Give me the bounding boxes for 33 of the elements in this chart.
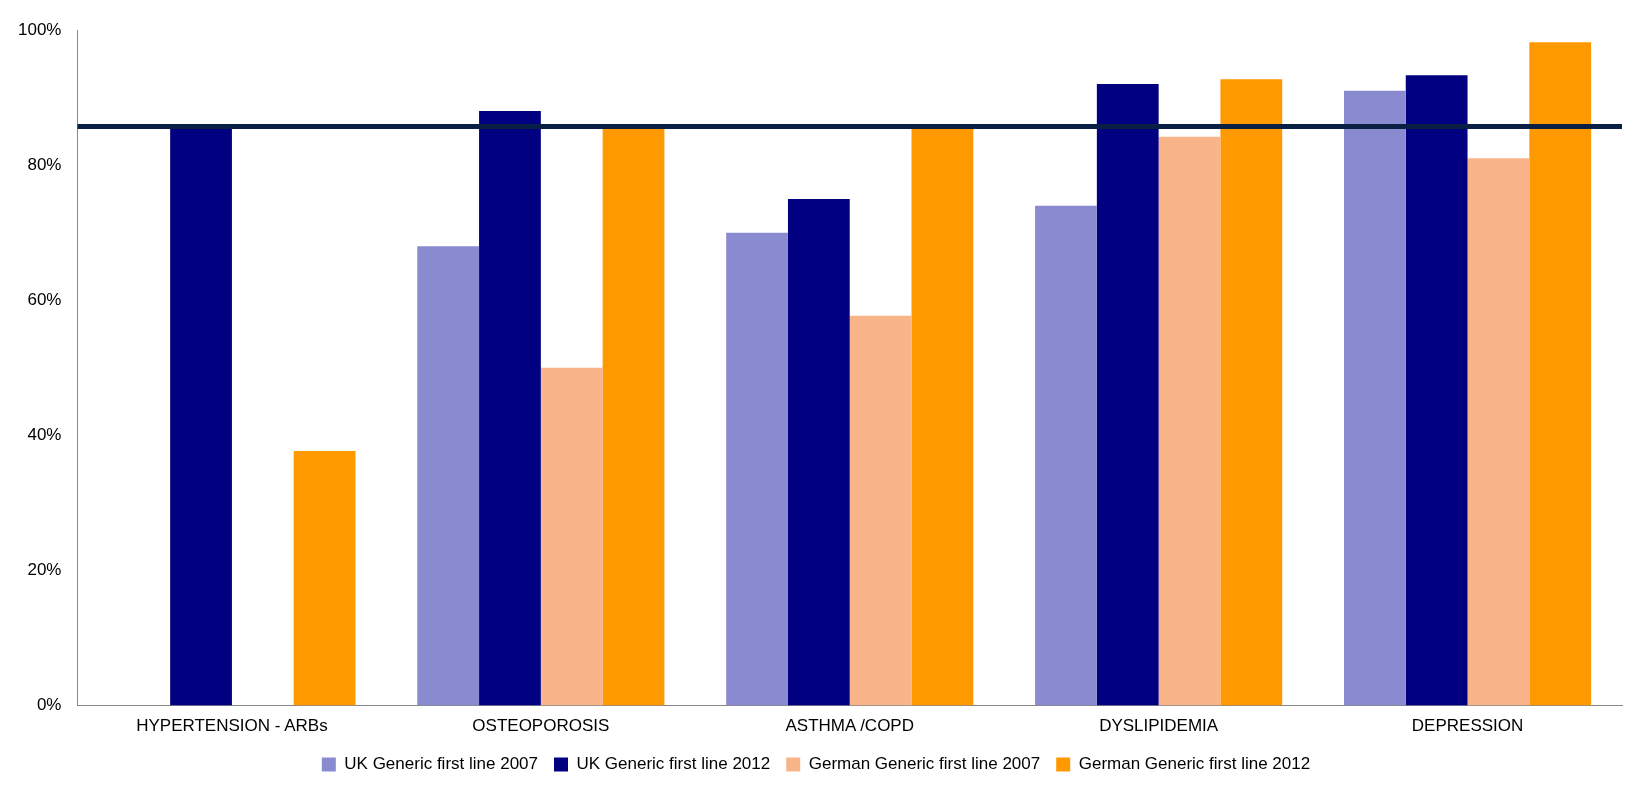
bar: [170, 127, 232, 706]
bar: [540, 367, 603, 706]
bar: [1467, 158, 1530, 706]
legend-label: German Generic first line 2007: [808, 754, 1041, 774]
bar: [1158, 136, 1221, 706]
y-tick-label: 80%: [27, 154, 62, 174]
x-tick-label: DYSLIPIDEMIA: [1099, 716, 1219, 736]
bar: [602, 127, 665, 706]
bar: [787, 198, 850, 706]
y-tick-label: 0%: [36, 695, 62, 715]
x-tick-label: DEPRESSION: [1411, 716, 1524, 736]
y-tick-label: 20%: [27, 560, 62, 580]
legend-label: UK Generic first line 2012: [576, 754, 771, 774]
bar: [417, 246, 480, 706]
bar: [293, 450, 356, 706]
x-tick-label: HYPERTENSION - ARBs: [136, 716, 328, 736]
bar: [849, 315, 912, 706]
y-tick-label: 40%: [27, 425, 62, 445]
bar: [1343, 90, 1406, 706]
bar: [1035, 205, 1097, 706]
bar: [726, 232, 788, 706]
bar: [1096, 84, 1159, 706]
y-tick-label: 100%: [18, 19, 62, 39]
bar: [1405, 75, 1468, 706]
bar: [1529, 42, 1592, 706]
legend-label: German Generic first line 2012: [1078, 754, 1311, 774]
bar: [479, 111, 541, 706]
bar: [1220, 79, 1283, 706]
bar: [911, 127, 974, 706]
y-tick-label: 60%: [27, 289, 62, 309]
legend-label: UK Generic first line 2007: [344, 754, 539, 774]
x-tick-label: OSTEOPOROSIS: [472, 716, 610, 736]
x-tick-label: ASTHMA /COPD: [785, 716, 914, 736]
